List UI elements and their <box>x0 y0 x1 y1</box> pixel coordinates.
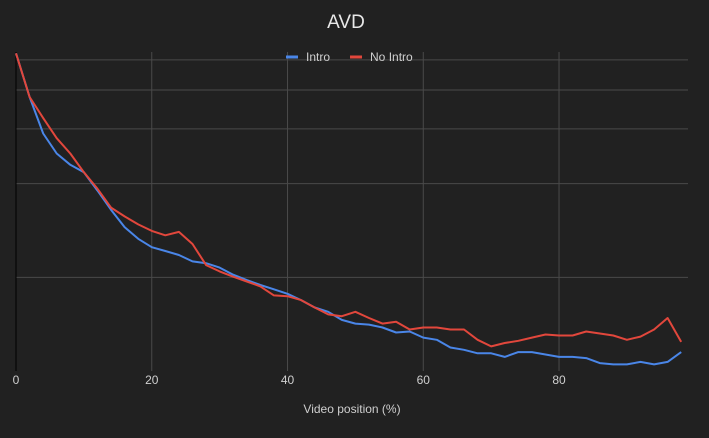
legend-label: No Intro <box>370 50 413 64</box>
x-tick-label: 0 <box>13 373 20 387</box>
x-axis-label: Video position (%) <box>303 402 400 416</box>
x-tick-label: 40 <box>281 373 295 387</box>
chart-title: AVD <box>327 12 365 33</box>
x-tick-label: 20 <box>145 373 159 387</box>
legend-label: Intro <box>306 50 330 64</box>
x-tick-label: 80 <box>552 373 566 387</box>
x-tick-label: 60 <box>417 373 431 387</box>
line-series <box>15 53 683 348</box>
line-series <box>15 53 682 366</box>
